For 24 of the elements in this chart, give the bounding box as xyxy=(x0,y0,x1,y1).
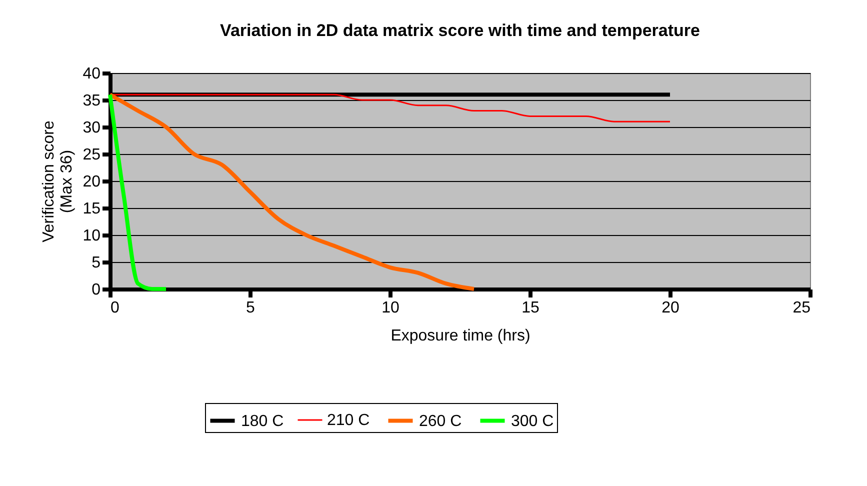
y-tick-label: 30 xyxy=(82,120,101,136)
legend-label: 180 C xyxy=(241,412,284,430)
legend-label: 210 C xyxy=(327,412,370,429)
legend-label: 260 C xyxy=(419,412,462,430)
legend-label: 300 C xyxy=(511,412,554,430)
x-tick-label: 15 xyxy=(522,300,540,316)
x-tick-label: 20 xyxy=(662,300,680,316)
x-tick-label: 5 xyxy=(246,300,256,316)
y-tick-label: 40 xyxy=(82,66,101,82)
y-tick-label: 25 xyxy=(82,146,101,164)
y-tick-label: 35 xyxy=(82,92,101,110)
x-tick-label: 10 xyxy=(382,300,400,316)
y-tick-label: 0 xyxy=(92,282,101,298)
x-axis-title: Exposure time (hrs) xyxy=(390,328,530,344)
line-series xyxy=(108,92,168,291)
x-tick-label: 0 xyxy=(110,300,120,316)
y-tick-label: 20 xyxy=(82,174,101,190)
y-tick-label: 15 xyxy=(82,200,101,218)
y-tick-label: 10 xyxy=(82,228,101,244)
chart-title: Variation in 2D data matrix score with time and temperature xyxy=(220,21,700,40)
x-tick-label: 25 xyxy=(792,300,811,316)
line-series xyxy=(108,92,476,291)
y-tick-label: 5 xyxy=(92,254,101,272)
y-axis-title: Verification score (Max 36) xyxy=(40,120,76,242)
